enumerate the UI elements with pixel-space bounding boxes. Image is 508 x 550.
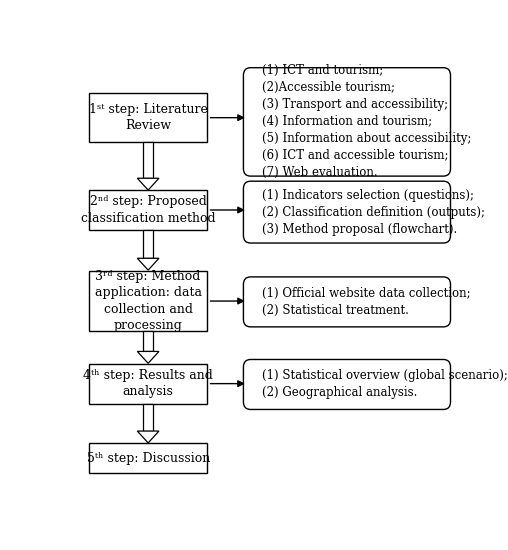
Text: 3ʳᵈ step: Method
application: data
collection and
processing: 3ʳᵈ step: Method application: data colle… bbox=[94, 270, 202, 332]
FancyBboxPatch shape bbox=[143, 331, 153, 351]
FancyBboxPatch shape bbox=[143, 142, 153, 178]
Text: 1ˢᵗ step: Literature
Review: 1ˢᵗ step: Literature Review bbox=[89, 103, 208, 133]
Polygon shape bbox=[137, 178, 159, 190]
Text: 2ⁿᵈ step: Proposed
classification method: 2ⁿᵈ step: Proposed classification method bbox=[81, 195, 215, 225]
FancyBboxPatch shape bbox=[243, 360, 451, 409]
FancyBboxPatch shape bbox=[89, 271, 207, 331]
Polygon shape bbox=[137, 431, 159, 443]
FancyBboxPatch shape bbox=[89, 94, 207, 142]
FancyBboxPatch shape bbox=[143, 230, 153, 258]
FancyBboxPatch shape bbox=[243, 277, 451, 327]
Polygon shape bbox=[137, 351, 159, 364]
FancyBboxPatch shape bbox=[89, 190, 207, 230]
FancyBboxPatch shape bbox=[243, 181, 451, 243]
Text: 5ᵗʰ step: Discussion: 5ᵗʰ step: Discussion bbox=[86, 452, 210, 465]
Text: (1) Indicators selection (questions);
(2) Classification definition (outputs);
(: (1) Indicators selection (questions); (2… bbox=[262, 189, 485, 235]
FancyBboxPatch shape bbox=[143, 404, 153, 431]
Text: (1) Official website data collection;
(2) Statistical treatment.: (1) Official website data collection; (2… bbox=[262, 287, 471, 317]
FancyBboxPatch shape bbox=[89, 364, 207, 404]
FancyBboxPatch shape bbox=[243, 68, 451, 176]
Polygon shape bbox=[137, 258, 159, 270]
Text: 4ᵗʰ step: Results and
analysis: 4ᵗʰ step: Results and analysis bbox=[83, 369, 213, 398]
Text: (1) Statistical overview (global scenario);
(2) Geographical analysis.: (1) Statistical overview (global scenari… bbox=[262, 370, 508, 399]
Text: (1) ICT and tourism;
(2)Accessible tourism;
(3) Transport and accessibility;
(4): (1) ICT and tourism; (2)Accessible touri… bbox=[262, 64, 472, 179]
FancyBboxPatch shape bbox=[89, 443, 207, 474]
